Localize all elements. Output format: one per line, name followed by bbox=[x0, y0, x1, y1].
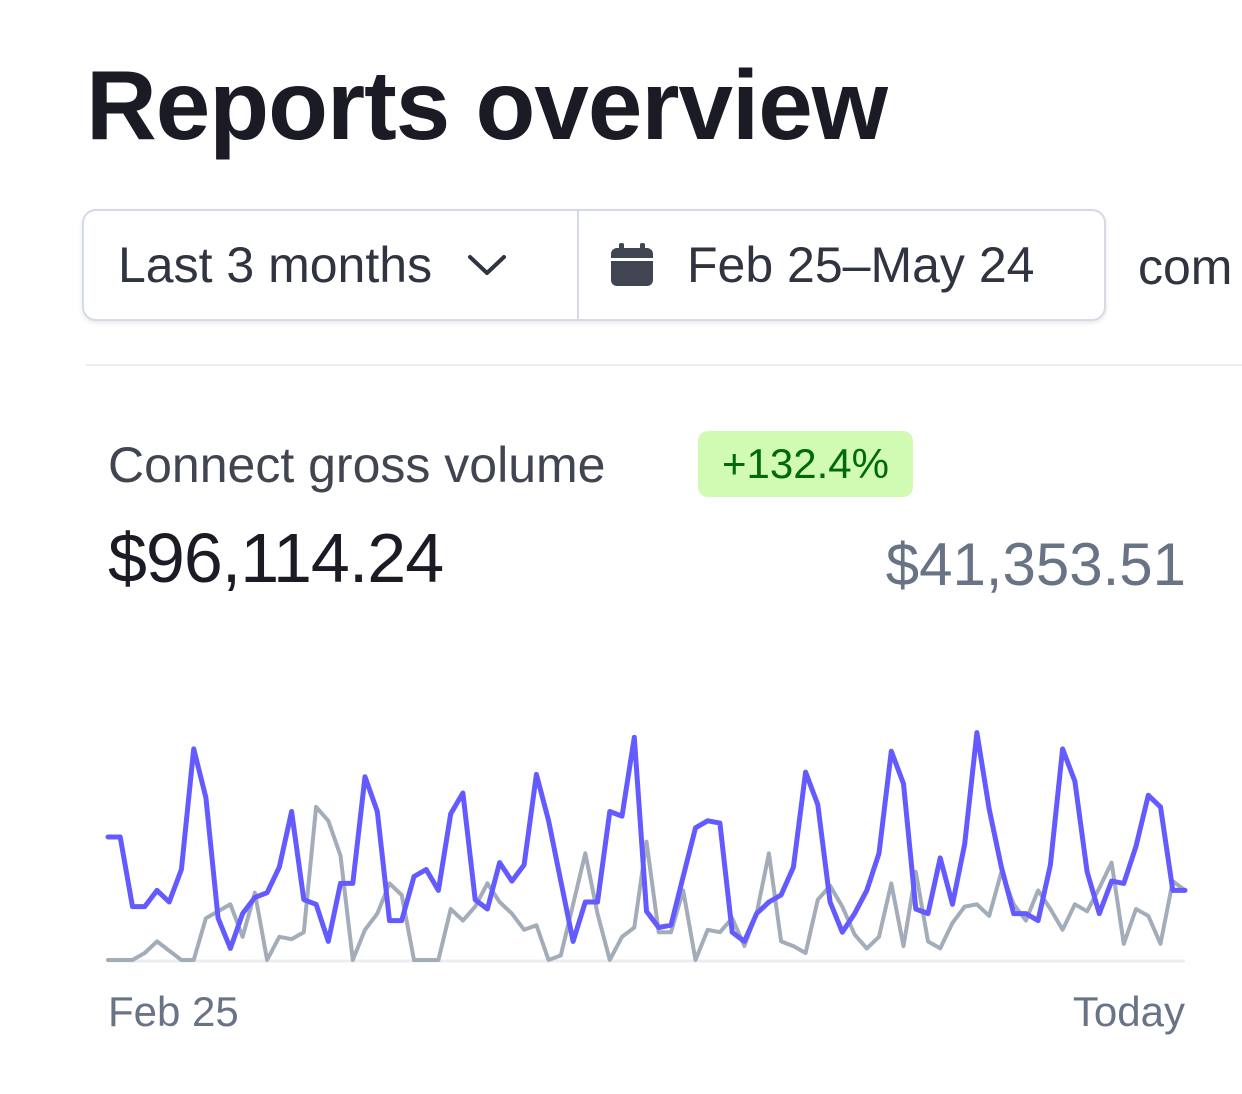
current-series-line bbox=[105, 730, 1188, 951]
x-axis-end-label: Today bbox=[1072, 988, 1185, 1035]
date-filter-group: Last 3 months Feb 25–May 24 bbox=[82, 209, 1106, 321]
section-divider bbox=[86, 364, 1242, 366]
date-range-button[interactable]: Feb 25–May 24 bbox=[579, 211, 1104, 319]
range-select-label: Last 3 months bbox=[118, 237, 433, 293]
page-title: Reports overview bbox=[86, 50, 888, 160]
metric-label[interactable]: Connect gross volume bbox=[108, 437, 606, 493]
compare-label[interactable]: com bbox=[1138, 239, 1233, 295]
metric-previous-value: $41,353.51 bbox=[885, 531, 1186, 598]
x-axis-start-label: Feb 25 bbox=[108, 988, 239, 1035]
calendar-icon bbox=[609, 242, 655, 288]
chevron-down-icon bbox=[466, 252, 508, 278]
range-select[interactable]: Last 3 months bbox=[84, 211, 579, 319]
date-range-label: Feb 25–May 24 bbox=[687, 237, 1035, 293]
metric-value: $96,114.24 bbox=[108, 519, 444, 597]
change-badge: +132.4% bbox=[698, 431, 913, 497]
